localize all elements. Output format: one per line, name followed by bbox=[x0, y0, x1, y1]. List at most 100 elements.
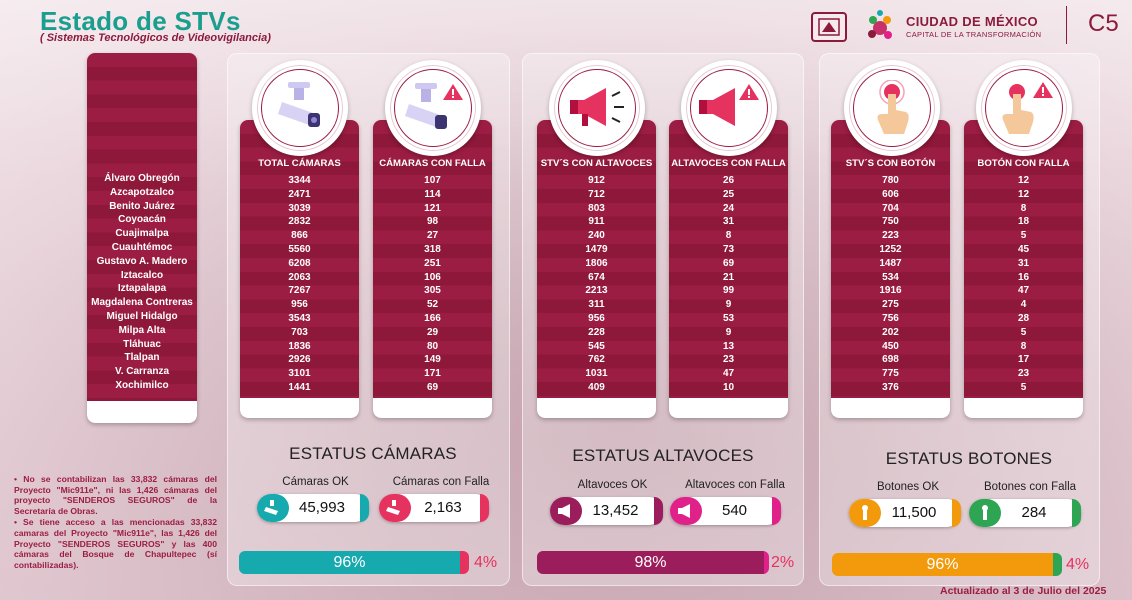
camaras-ok-label: Cámaras OK bbox=[282, 476, 349, 488]
table-cell: 3344 bbox=[288, 175, 311, 186]
camaras-falla-label: Cámaras con Falla bbox=[392, 476, 490, 488]
camera-warning-icon bbox=[379, 494, 411, 522]
page-title: Estado de STVs bbox=[40, 6, 241, 36]
org-tagline: CAPITAL DE LA TRANSFORMACIÓN bbox=[906, 30, 1042, 39]
megaphone-warning-icon bbox=[670, 497, 702, 525]
alcaldia-row: Azcapotzalco bbox=[110, 186, 174, 198]
alcaldia-row: Benito Juárez bbox=[109, 200, 175, 212]
table-cell: 2063 bbox=[288, 271, 311, 283]
org-name: CIUDAD DE MÉXICO bbox=[906, 14, 1038, 29]
table-cell: 750 bbox=[882, 216, 899, 228]
megaphone-icon bbox=[570, 88, 624, 126]
table-cell: 3101 bbox=[288, 368, 311, 380]
altavoces-ok-percent: 98% bbox=[537, 551, 764, 574]
altavoces-ok-value: 13,452 bbox=[592, 502, 639, 519]
panic-button-icon bbox=[849, 499, 881, 527]
panic-button-icon bbox=[877, 80, 909, 134]
botones-ok-label: Botones OK bbox=[876, 481, 939, 493]
status-camaras-title: ESTATUS CÁMARAS bbox=[289, 444, 457, 463]
megaphone-warning-icon-circle bbox=[681, 60, 777, 156]
botones-progress-bar: 96% bbox=[832, 553, 1062, 576]
table-cell: 28 bbox=[1017, 312, 1030, 324]
camera-icon bbox=[278, 82, 320, 127]
table-cell: 9 bbox=[725, 299, 732, 311]
table-cell: 47 bbox=[1017, 285, 1030, 297]
table-cell: 911 bbox=[588, 216, 605, 228]
alcaldia-row: Milpa Alta bbox=[118, 324, 166, 336]
table-cell: 1252 bbox=[879, 243, 902, 255]
camera-icon bbox=[257, 494, 289, 522]
table-cell: 18 bbox=[1017, 216, 1030, 228]
camaras-ok-value: 45,993 bbox=[299, 499, 345, 516]
table-cell: 240 bbox=[588, 230, 605, 242]
table-cell: 27 bbox=[426, 230, 439, 242]
table-cell: 762 bbox=[588, 354, 605, 366]
altavoces-ok-label: Altavoces OK bbox=[577, 479, 648, 491]
alcaldia-row: Miguel Hidalgo bbox=[106, 310, 178, 322]
column-altavoces-falla: ALTAVOCES CON FALLA 26 25 24 31 8 73 69 21 99 9 53… bbox=[669, 120, 788, 418]
table-cell: 23 bbox=[1017, 368, 1030, 380]
camaras-ok-percent: 96% bbox=[239, 551, 460, 574]
footnote-2: • Se tiene acceso a las mencionadas 33,8… bbox=[14, 517, 217, 570]
table-cell: 5 bbox=[1020, 230, 1027, 242]
table-cell: 107 bbox=[424, 175, 441, 186]
table-cell: 223 bbox=[882, 230, 899, 242]
column-header: TOTAL CÁMARAS bbox=[258, 158, 341, 169]
table-cell: 1479 bbox=[585, 243, 608, 255]
table-cell: 698 bbox=[882, 354, 899, 366]
table-cell: 1806 bbox=[585, 257, 608, 269]
table-cell: 5 bbox=[1020, 326, 1027, 338]
table-cell: 305 bbox=[424, 285, 441, 297]
table-cell: 80 bbox=[426, 340, 439, 352]
table-cell: 12 bbox=[1017, 175, 1030, 186]
camaras-falla-value: 2,163 bbox=[424, 499, 462, 516]
column-header: ALTAVOCES CON FALLA bbox=[671, 158, 786, 169]
table-cell: 545 bbox=[588, 340, 605, 352]
column-boton-falla: BOTÓN CON FALLA 12 12 8 18 5 45 31 16 47 4 28 5 8 17 2… bbox=[964, 120, 1083, 418]
table-cell: 703 bbox=[291, 326, 308, 338]
botones-falla-value: 284 bbox=[1021, 504, 1047, 521]
altavoces-falla-pill: 540 bbox=[670, 497, 781, 525]
table-cell: 149 bbox=[424, 354, 441, 366]
column-header: STV´S CON ALTAVOCES bbox=[540, 158, 653, 169]
table-cell: 2471 bbox=[288, 188, 311, 200]
table-cell: 606 bbox=[882, 188, 899, 200]
updated-date: Actualizado al 3 de Julio del 2025 bbox=[940, 585, 1107, 597]
table-cell: 912 bbox=[588, 175, 605, 186]
table-cell: 228 bbox=[588, 326, 605, 338]
footnote-1: • No se contabilizan las 33,832 cámaras … bbox=[14, 474, 217, 516]
table-cell: 7267 bbox=[288, 285, 311, 297]
altavoces-fail-percent: 2% bbox=[771, 554, 795, 571]
alcaldia-row: V. Carranza bbox=[114, 366, 170, 378]
cdmx-flower-logo bbox=[862, 6, 898, 46]
panic-button-icon-circle bbox=[844, 60, 940, 156]
table-cell: 5560 bbox=[288, 243, 311, 255]
table-cell: 202 bbox=[882, 326, 899, 338]
altavoces-ok-pill: 13,452 bbox=[550, 497, 663, 525]
table-cell: 99 bbox=[722, 285, 735, 297]
table-cell: 1916 bbox=[879, 285, 902, 297]
table-cell: 311 bbox=[588, 299, 605, 311]
botones-falla-pill: 284 bbox=[969, 499, 1081, 527]
alcaldia-row: Gustavo A. Madero bbox=[96, 255, 188, 267]
table-cell: 956 bbox=[588, 312, 605, 324]
table-cell: 1441 bbox=[288, 381, 311, 393]
table-cell: 121 bbox=[424, 202, 441, 214]
table-cell: 704 bbox=[882, 202, 899, 214]
alcaldia-row: Coyoacán bbox=[118, 214, 166, 226]
column-total-camaras: TOTAL CÁMARAS 3344 2471 3039 2832 866 5560 620… bbox=[240, 120, 359, 418]
table-cell: 171 bbox=[424, 368, 441, 380]
camaras-ok-pill: 45,993 bbox=[257, 494, 369, 522]
table-cell: 3039 bbox=[288, 202, 311, 214]
government-seal-logo bbox=[811, 12, 847, 42]
table-cell: 114 bbox=[424, 188, 441, 200]
table-cell: 31 bbox=[1017, 257, 1030, 269]
table-cell: 12 bbox=[1017, 188, 1030, 200]
table-cell: 47 bbox=[722, 368, 735, 380]
table-cell: 780 bbox=[882, 175, 899, 186]
table-cell: 31 bbox=[722, 216, 735, 228]
org-code: C5 bbox=[1088, 10, 1119, 37]
footnotes: • No se contabilizan las 33,832 cámaras … bbox=[14, 474, 217, 571]
megaphone-icon bbox=[550, 497, 582, 525]
table-cell: 674 bbox=[588, 271, 605, 283]
